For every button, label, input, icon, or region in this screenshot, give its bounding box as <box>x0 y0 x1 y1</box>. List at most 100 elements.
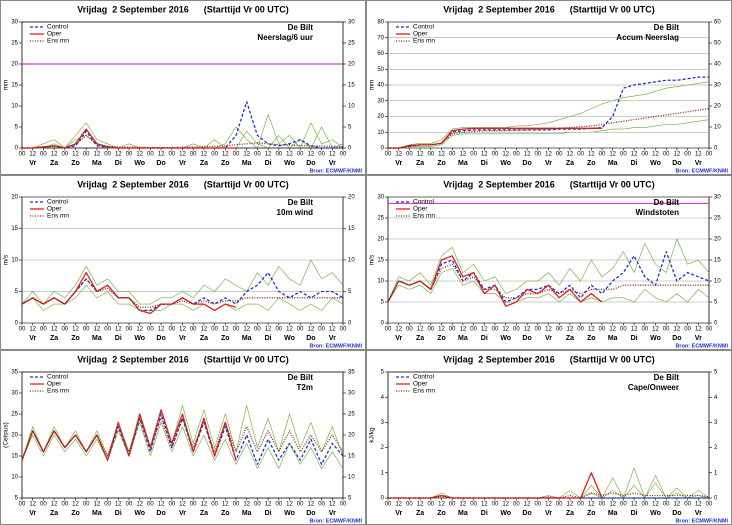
y-tick-label-right: 3 <box>714 420 718 426</box>
day-label: Zo <box>221 335 230 342</box>
legend-label: Ens mn <box>413 213 435 220</box>
legend-label: Ens mn <box>47 38 69 45</box>
x-tick-label: 12 <box>286 327 293 333</box>
y-tick-label: 60 <box>377 51 384 57</box>
day-label: Do <box>156 335 165 342</box>
day-label: Ma <box>458 160 468 167</box>
y-tick-label: 25 <box>377 216 384 222</box>
y-tick-label: 20 <box>11 195 18 201</box>
location: De Bilt <box>654 373 680 382</box>
y-axis-label: kJ/kg <box>369 427 376 443</box>
y-tick-label: 2 <box>381 445 385 451</box>
day-label: Za <box>200 510 208 517</box>
x-tick-label: 00 <box>492 502 499 508</box>
location: De Bilt <box>288 373 314 382</box>
day-label: Za <box>566 510 574 517</box>
x-tick-label: 00 <box>211 152 218 158</box>
x-tick-label: 00 <box>385 152 392 158</box>
x-tick-label: 12 <box>502 502 509 508</box>
y-axis-label: m/s <box>3 254 10 265</box>
day-label: Do <box>306 160 315 167</box>
location: De Bilt <box>288 23 314 32</box>
y-tick-label-right: 20 <box>348 433 355 439</box>
y-tick-label: 20 <box>11 433 18 439</box>
x-tick-label: 12 <box>158 152 165 158</box>
x-tick-label: 00 <box>470 327 477 333</box>
day-label: Vr <box>695 510 702 517</box>
x-tick-label: 12 <box>243 327 250 333</box>
x-tick-label: 12 <box>652 152 659 158</box>
x-tick-label: 12 <box>201 502 208 508</box>
source: Bron: ECMWF/KNMI <box>309 343 362 349</box>
x-tick-label: 00 <box>83 502 90 508</box>
location: De Bilt <box>288 198 314 207</box>
x-tick-label: 00 <box>254 327 261 333</box>
x-tick-label: 00 <box>233 502 240 508</box>
x-tick-label: 00 <box>492 152 499 158</box>
x-tick-label: 00 <box>340 152 347 158</box>
day-label: Do <box>156 160 165 167</box>
x-tick-label: 00 <box>275 327 282 333</box>
legend-label: Oper <box>413 206 428 213</box>
y-tick-label: 15 <box>377 258 384 264</box>
y-tick-label-right: 0 <box>348 146 352 152</box>
x-tick-label: 00 <box>190 502 197 508</box>
x-tick-label: 12 <box>609 152 616 158</box>
x-tick-label: 12 <box>609 327 616 333</box>
y-tick-label-right: 15 <box>348 83 355 89</box>
y-tick-label: 80 <box>377 20 384 26</box>
day-label: Za <box>200 335 208 342</box>
location: De Bilt <box>654 23 680 32</box>
x-tick-label: 12 <box>308 502 315 508</box>
x-tick-label: 00 <box>147 327 154 333</box>
x-tick-label: 12 <box>72 327 79 333</box>
x-tick-label: 00 <box>577 327 584 333</box>
x-tick-label: 00 <box>147 502 154 508</box>
x-tick-label: 00 <box>513 502 520 508</box>
x-tick-label: 00 <box>19 327 26 333</box>
y-tick-label: 25 <box>11 41 18 47</box>
x-tick-label: 00 <box>168 152 175 158</box>
x-tick-label: 12 <box>29 502 36 508</box>
y-tick-label-right: 10 <box>348 475 355 481</box>
day-label: Zo <box>71 335 80 342</box>
x-tick-label: 12 <box>631 327 638 333</box>
x-tick-label: 12 <box>588 327 595 333</box>
y-tick-label-right: 25 <box>348 41 355 47</box>
legend-label: Control <box>413 199 435 206</box>
subtitle: Accum Neerslag <box>616 33 679 42</box>
day-label: Wo <box>650 510 661 517</box>
y-tick-label-right: 5 <box>348 289 352 295</box>
day-label: Vr <box>329 510 336 517</box>
x-tick-label: 00 <box>599 502 606 508</box>
x-tick-label: 00 <box>297 502 304 508</box>
x-tick-label: 12 <box>94 502 101 508</box>
x-tick-label: 12 <box>265 327 272 333</box>
x-tick-label: 00 <box>19 502 26 508</box>
y-tick-label-right: 5 <box>348 496 352 502</box>
y-tick-label-right: 1 <box>714 470 718 476</box>
day-label: Wo <box>650 160 661 167</box>
x-tick-label: 12 <box>265 502 272 508</box>
day-label: Di <box>481 160 488 167</box>
day-label: Za <box>416 510 424 517</box>
y2-tick-label: 30 <box>714 83 721 89</box>
x-tick-label: 00 <box>556 152 563 158</box>
location: De Bilt <box>654 198 680 207</box>
day-label: Za <box>50 335 58 342</box>
x-tick-label: 00 <box>556 502 563 508</box>
x-tick-label: 12 <box>417 327 424 333</box>
legend-label: Oper <box>413 381 428 388</box>
day-label: Di <box>481 335 488 342</box>
legend-label: Ens mn <box>413 38 435 45</box>
x-tick-label: 12 <box>222 502 229 508</box>
day-label: Do <box>522 160 531 167</box>
day-label: Wo <box>284 160 295 167</box>
y-tick-label: 15 <box>11 226 18 232</box>
x-tick-label: 12 <box>524 502 531 508</box>
day-label: Vr <box>395 335 402 342</box>
legend-label: Ens mn <box>413 388 435 395</box>
day-label: Zo <box>71 510 80 517</box>
x-tick-label: 12 <box>438 502 445 508</box>
